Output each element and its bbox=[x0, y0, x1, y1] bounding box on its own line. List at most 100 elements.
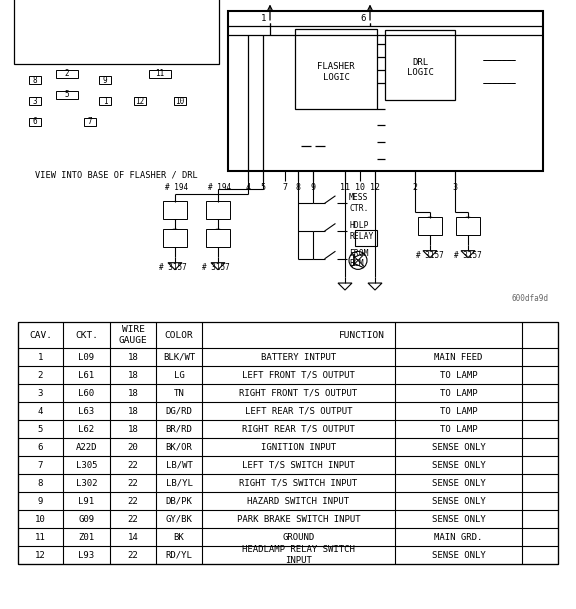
Text: 9: 9 bbox=[310, 183, 316, 192]
Bar bbox=[206, 229, 230, 247]
Text: L62: L62 bbox=[78, 424, 94, 434]
Bar bbox=[174, 97, 186, 105]
Text: WIRE
GAUGE: WIRE GAUGE bbox=[119, 325, 147, 345]
Polygon shape bbox=[315, 134, 325, 146]
Text: FUNCTION: FUNCTION bbox=[339, 331, 385, 339]
Text: FROM
BCM: FROM BCM bbox=[349, 249, 369, 268]
Text: 18: 18 bbox=[128, 353, 138, 362]
Text: 2: 2 bbox=[412, 183, 418, 192]
Bar bbox=[295, 29, 377, 109]
Text: 22: 22 bbox=[128, 496, 138, 505]
Text: # 194: # 194 bbox=[209, 183, 232, 192]
Text: SENSE ONLY: SENSE ONLY bbox=[431, 515, 486, 524]
Text: L60: L60 bbox=[78, 389, 94, 398]
Text: SENSE ONLY: SENSE ONLY bbox=[431, 460, 486, 470]
Text: L93: L93 bbox=[78, 551, 94, 560]
Text: 3: 3 bbox=[453, 183, 457, 192]
Text: 2: 2 bbox=[38, 370, 43, 379]
Text: 7: 7 bbox=[282, 183, 287, 192]
Text: 8: 8 bbox=[38, 479, 43, 487]
Text: 11: 11 bbox=[35, 532, 46, 541]
Text: HAZARD SWITCH INPUT: HAZARD SWITCH INPUT bbox=[248, 496, 350, 505]
Text: LEFT REAR T/S OUTPUT: LEFT REAR T/S OUTPUT bbox=[245, 406, 353, 415]
Text: L91: L91 bbox=[78, 496, 94, 505]
Text: BLK/WT: BLK/WT bbox=[163, 353, 195, 362]
Text: # 3157: # 3157 bbox=[454, 251, 482, 260]
Text: SENSE ONLY: SENSE ONLY bbox=[431, 443, 486, 451]
Text: MAIN FEED: MAIN FEED bbox=[434, 353, 483, 362]
Text: LG: LG bbox=[173, 370, 184, 379]
Text: BATTERY INTPUT: BATTERY INTPUT bbox=[261, 353, 336, 362]
Bar bbox=[14, 0, 219, 65]
Bar bbox=[149, 69, 171, 78]
Text: 4: 4 bbox=[38, 406, 43, 415]
Text: LEFT FRONT T/S OUTPUT: LEFT FRONT T/S OUTPUT bbox=[242, 370, 355, 379]
Text: 10: 10 bbox=[355, 183, 365, 192]
Bar bbox=[84, 118, 96, 125]
Text: VIEW INTO BASE OF FLASHER / DRL: VIEW INTO BASE OF FLASHER / DRL bbox=[35, 171, 198, 180]
Text: CKT.: CKT. bbox=[75, 331, 98, 339]
Text: BK/OR: BK/OR bbox=[165, 443, 192, 451]
Text: L302: L302 bbox=[76, 479, 97, 487]
Bar bbox=[99, 97, 111, 105]
Text: 9: 9 bbox=[38, 496, 43, 505]
Text: LB/YL: LB/YL bbox=[165, 479, 192, 487]
Polygon shape bbox=[301, 134, 311, 146]
Text: LB/WT: LB/WT bbox=[165, 460, 192, 470]
Text: 10: 10 bbox=[35, 515, 46, 524]
Text: A22D: A22D bbox=[76, 443, 97, 451]
Text: 8: 8 bbox=[295, 183, 301, 192]
Text: 5: 5 bbox=[260, 183, 266, 192]
Text: # 194: # 194 bbox=[165, 183, 188, 192]
Bar bbox=[163, 202, 187, 219]
Text: DG/RD: DG/RD bbox=[165, 406, 192, 415]
Text: 20: 20 bbox=[128, 443, 138, 451]
Text: BK: BK bbox=[173, 532, 184, 541]
Bar bbox=[163, 229, 187, 247]
Bar bbox=[56, 69, 78, 78]
Text: 1: 1 bbox=[38, 353, 43, 362]
Text: HEADLAMP RELAY SWITCH
INPUT: HEADLAMP RELAY SWITCH INPUT bbox=[242, 545, 355, 565]
Text: 4: 4 bbox=[245, 183, 251, 192]
Text: TN: TN bbox=[173, 389, 184, 398]
Text: 22: 22 bbox=[128, 460, 138, 470]
Text: SENSE ONLY: SENSE ONLY bbox=[431, 551, 486, 560]
Text: CAV.: CAV. bbox=[29, 331, 52, 339]
Bar bbox=[134, 97, 146, 105]
Text: FLASHER
LOGIC: FLASHER LOGIC bbox=[317, 62, 355, 82]
Text: HDLP
RELAY: HDLP RELAY bbox=[349, 221, 373, 241]
Bar bbox=[29, 97, 41, 105]
Text: 3: 3 bbox=[33, 97, 37, 106]
Text: GROUND: GROUND bbox=[282, 532, 314, 541]
Text: RIGHT T/S SWITCH INPUT: RIGHT T/S SWITCH INPUT bbox=[240, 479, 358, 487]
Bar bbox=[18, 322, 558, 564]
Text: # 3157: # 3157 bbox=[202, 263, 230, 272]
Text: 2: 2 bbox=[65, 69, 69, 78]
Text: 18: 18 bbox=[128, 370, 138, 379]
Text: RD/YL: RD/YL bbox=[165, 551, 192, 560]
Text: DRL
LOGIC: DRL LOGIC bbox=[407, 57, 433, 77]
Text: 12: 12 bbox=[135, 97, 145, 106]
Text: 1: 1 bbox=[260, 14, 266, 23]
Text: 12: 12 bbox=[370, 183, 380, 192]
Text: 18: 18 bbox=[128, 389, 138, 398]
Bar bbox=[206, 202, 230, 219]
Text: RIGHT REAR T/S OUTPUT: RIGHT REAR T/S OUTPUT bbox=[242, 424, 355, 434]
Text: 11: 11 bbox=[340, 183, 350, 192]
Bar bbox=[29, 118, 41, 125]
Text: 22: 22 bbox=[128, 479, 138, 487]
Text: MAIN GRD.: MAIN GRD. bbox=[434, 532, 483, 541]
Text: RIGHT FRONT T/S OUTPUT: RIGHT FRONT T/S OUTPUT bbox=[240, 389, 358, 398]
Bar bbox=[228, 11, 543, 171]
Text: COLOR: COLOR bbox=[165, 331, 194, 339]
Bar bbox=[355, 230, 377, 246]
Text: G09: G09 bbox=[78, 515, 94, 524]
Bar bbox=[418, 217, 442, 235]
Text: L09: L09 bbox=[78, 353, 94, 362]
Text: TO LAMP: TO LAMP bbox=[439, 406, 478, 415]
Text: L63: L63 bbox=[78, 406, 94, 415]
Text: GY/BK: GY/BK bbox=[165, 515, 192, 524]
Text: SENSE ONLY: SENSE ONLY bbox=[431, 479, 486, 487]
Text: IGNITION INPUT: IGNITION INPUT bbox=[261, 443, 336, 451]
Text: 6: 6 bbox=[361, 14, 366, 23]
